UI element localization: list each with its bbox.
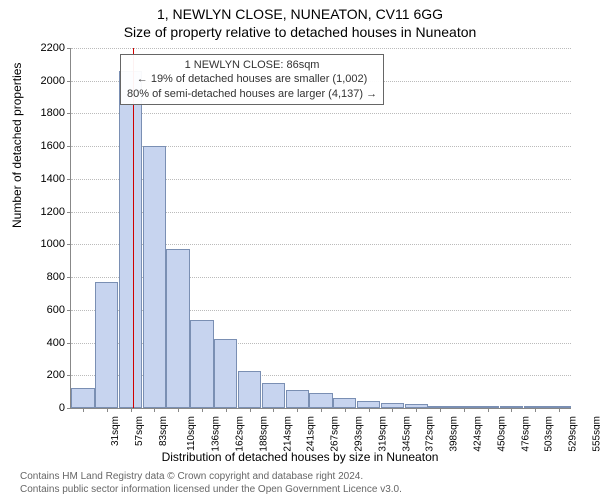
- xtick-mark: [107, 408, 108, 412]
- xtick-label: 57sqm: [134, 416, 145, 446]
- x-axis-label: Distribution of detached houses by size …: [0, 450, 600, 464]
- ytick-label: 600: [25, 304, 65, 316]
- xtick-mark: [154, 408, 155, 412]
- xtick-mark: [559, 408, 560, 412]
- page-title-1: 1, NEWLYN CLOSE, NUNEATON, CV11 6GG: [0, 6, 600, 22]
- xtick-mark: [273, 408, 274, 412]
- callout-line-2: ← 19% of detached houses are smaller (1,…: [127, 72, 377, 86]
- page-title-2: Size of property relative to detached ho…: [0, 24, 600, 40]
- histogram-bar: [95, 282, 118, 408]
- xtick-mark: [321, 408, 322, 412]
- ytick-label: 800: [25, 271, 65, 283]
- gridline: [71, 113, 571, 114]
- histogram-bar: [286, 390, 309, 408]
- xtick-mark: [464, 408, 465, 412]
- gridline: [71, 48, 571, 49]
- xtick-mark: [131, 408, 132, 412]
- chart-area: 0200400600800100012001400160018002000220…: [70, 48, 570, 408]
- y-axis-label: Number of detached properties: [10, 63, 24, 228]
- ytick-mark: [67, 277, 71, 278]
- ytick-label: 0: [25, 402, 65, 414]
- histogram-bar: [238, 371, 261, 408]
- ytick-mark: [67, 179, 71, 180]
- footer-line-2: Contains public sector information licen…: [20, 483, 402, 496]
- xtick-label: 136sqm: [211, 416, 222, 452]
- xtick-mark: [488, 408, 489, 412]
- ytick-mark: [67, 408, 71, 409]
- xtick-label: 372sqm: [425, 416, 436, 452]
- ytick-mark: [67, 343, 71, 344]
- xtick-label: 503sqm: [544, 416, 555, 452]
- ytick-label: 400: [25, 337, 65, 349]
- callout-line-1: 1 NEWLYN CLOSE: 86sqm: [127, 58, 377, 72]
- xtick-label: 110sqm: [186, 416, 197, 451]
- xtick-mark: [416, 408, 417, 412]
- xtick-label: 319sqm: [377, 416, 388, 452]
- xtick-label: 529sqm: [568, 416, 579, 452]
- xtick-mark: [440, 408, 441, 412]
- xtick-label: 345sqm: [401, 416, 412, 452]
- xtick-label: 398sqm: [449, 416, 460, 452]
- xtick-mark: [297, 408, 298, 412]
- histogram-bar: [190, 320, 213, 408]
- histogram-bar: [214, 339, 237, 408]
- ytick-mark: [67, 310, 71, 311]
- ytick-mark: [67, 375, 71, 376]
- histogram-bar: [143, 146, 166, 408]
- histogram-bar: [119, 71, 142, 408]
- xtick-mark: [202, 408, 203, 412]
- xtick-label: 241sqm: [306, 416, 317, 452]
- xtick-label: 214sqm: [282, 416, 293, 452]
- footer-line-1: Contains HM Land Registry data © Crown c…: [20, 470, 402, 483]
- xtick-label: 555sqm: [592, 416, 600, 452]
- xtick-label: 31sqm: [110, 416, 121, 446]
- xtick-mark: [535, 408, 536, 412]
- ytick-mark: [67, 244, 71, 245]
- ytick-label: 1600: [25, 140, 65, 152]
- ytick-mark: [67, 146, 71, 147]
- ytick-label: 1200: [25, 206, 65, 218]
- xtick-label: 293sqm: [354, 416, 365, 452]
- xtick-mark: [369, 408, 370, 412]
- histogram-bar: [309, 393, 332, 408]
- xtick-mark: [392, 408, 393, 412]
- ytick-label: 200: [25, 369, 65, 381]
- xtick-label: 476sqm: [520, 416, 531, 452]
- histogram-bar: [166, 249, 189, 408]
- xtick-label: 424sqm: [473, 416, 484, 452]
- xtick-mark: [511, 408, 512, 412]
- xtick-mark: [226, 408, 227, 412]
- histogram-bar: [71, 388, 94, 408]
- xtick-label: 188sqm: [258, 416, 269, 452]
- ytick-mark: [67, 212, 71, 213]
- ytick-label: 1800: [25, 107, 65, 119]
- ytick-label: 1400: [25, 173, 65, 185]
- callout-line-3: 80% of semi-detached houses are larger (…: [127, 87, 377, 101]
- ytick-label: 1000: [25, 238, 65, 250]
- ytick-label: 2000: [25, 75, 65, 87]
- footer: Contains HM Land Registry data © Crown c…: [20, 470, 402, 496]
- xtick-label: 450sqm: [496, 416, 507, 452]
- xtick-mark: [345, 408, 346, 412]
- histogram-bar: [333, 398, 356, 408]
- histogram-bar: [262, 383, 285, 408]
- ytick-mark: [67, 48, 71, 49]
- xtick-mark: [83, 408, 84, 412]
- xtick-label: 267sqm: [330, 416, 341, 452]
- xtick-label: 162sqm: [235, 416, 246, 452]
- ytick-label: 2200: [25, 42, 65, 54]
- ytick-mark: [67, 81, 71, 82]
- ytick-mark: [67, 113, 71, 114]
- xtick-label: 83sqm: [158, 416, 169, 446]
- xtick-mark: [178, 408, 179, 412]
- xtick-mark: [250, 408, 251, 412]
- callout-box: 1 NEWLYN CLOSE: 86sqm ← 19% of detached …: [120, 54, 384, 105]
